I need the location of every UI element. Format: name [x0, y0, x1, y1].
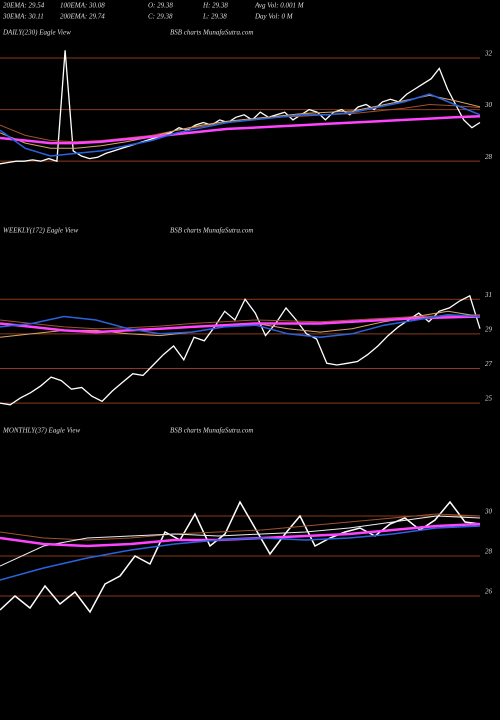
series-line [0, 94, 481, 149]
y-tick-label: 31 [484, 291, 492, 299]
series-line [0, 93, 481, 157]
y-tick-label: 28 [485, 153, 493, 161]
series-line [0, 115, 481, 145]
series-line [0, 525, 481, 581]
series-line [0, 315, 481, 334]
panel-title: DAILY(230) Eagle View [2, 29, 71, 37]
series-line [0, 515, 481, 567]
header-stat: 30EMA: 30.11 [2, 13, 44, 21]
series-line [0, 513, 481, 541]
header-stat: 200EMA: 29.74 [60, 13, 105, 21]
header-stat: Avg Vol: 0.001 M [254, 2, 305, 10]
panel-subtitle: BSB charts MunafaSutra.com [170, 29, 253, 37]
header-stat: O: 29.38 [148, 2, 173, 10]
header-stat: 20EMA: 29.54 [3, 2, 45, 10]
y-tick-label: 30 [484, 508, 493, 516]
panel-subtitle: BSB charts MunafaSutra.com [170, 227, 253, 235]
y-tick-label: 32 [484, 50, 493, 58]
header-stat: L: 29.38 [202, 13, 227, 21]
y-tick-label: 28 [485, 548, 493, 556]
y-tick-label: 27 [485, 360, 493, 368]
panel-title: WEEKLY(172) Eagle View [3, 227, 78, 235]
panel-title: MONTHLY(37) Eagle View [2, 427, 80, 435]
series-line [0, 500, 481, 614]
header-stat: C: 29.38 [148, 13, 173, 21]
y-tick-label: 30 [484, 101, 493, 109]
series-line [0, 314, 481, 330]
series-line [0, 294, 481, 406]
header-stat: H: 29.38 [202, 2, 228, 10]
y-tick-label: 26 [485, 588, 493, 596]
y-tick-label: 25 [485, 395, 493, 403]
series-line [0, 50, 481, 165]
panel-subtitle: BSB charts MunafaSutra.com [170, 427, 253, 435]
header-stat: Day Vol: 0 M [254, 13, 294, 21]
y-tick-label: 29 [485, 325, 493, 333]
header-stat: 100EMA: 30.08 [60, 2, 105, 10]
series-line [0, 314, 481, 339]
